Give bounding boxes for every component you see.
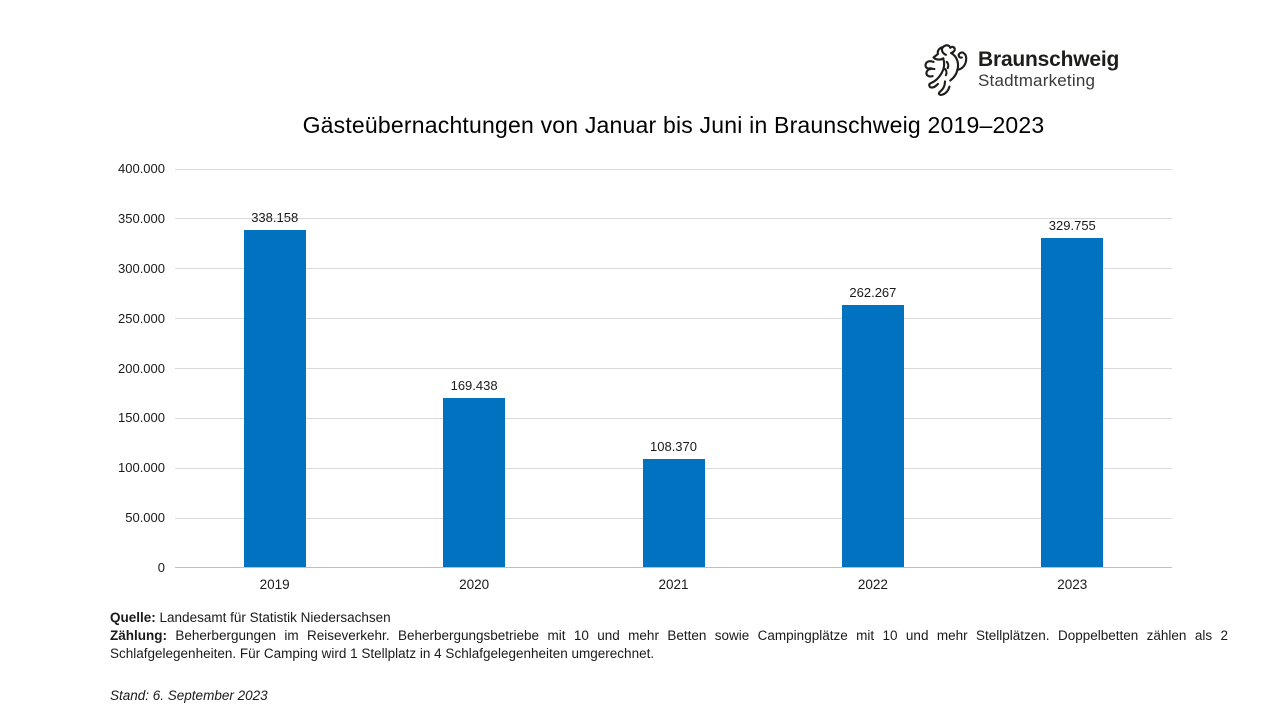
x-axis: 2019 2020 2021 2022 2023 — [175, 577, 1172, 597]
gridline — [175, 168, 1172, 170]
bar-value-label: 108.370 — [650, 438, 697, 454]
logo-text: Braunschweig Stadtmarketing — [978, 47, 1120, 90]
footer-notes: Quelle: Landesamt für Statistik Niedersa… — [110, 609, 1228, 663]
bar-value-label: 169.438 — [450, 378, 498, 393]
y-tick-label: 100.000 — [118, 460, 165, 476]
y-tick-label: 400.000 — [118, 161, 165, 176]
gridline — [175, 368, 1172, 369]
bar-2021 — [642, 458, 705, 567]
logo-subtitle: Stadtmarketing — [978, 70, 1096, 90]
y-tick-label: 350.000 — [118, 210, 165, 226]
y-tick-label: 0 — [157, 560, 165, 575]
x-tick-label: 2020 — [459, 577, 490, 592]
y-tick-label: 300.000 — [118, 260, 165, 276]
gridline — [175, 417, 1172, 419]
braunschweig-lion-icon — [924, 44, 968, 96]
chart-title: Gästeübernachtungen von Januar bis Juni … — [302, 112, 1045, 138]
y-tick-label: 150.000 — [118, 410, 165, 426]
logo: Braunschweig Stadtmarketing — [922, 42, 1119, 96]
counting-text: Beherbergungen im Reiseverkehr. Beherber… — [110, 628, 1228, 661]
bar-value-label: 329.755 — [1048, 218, 1096, 234]
plot-area: 338.158 169.438 108.370 262.267 329.755 — [175, 168, 1172, 568]
bar-2022 — [841, 305, 904, 567]
bar-2023 — [1041, 238, 1104, 567]
bar-value-label: 338.158 — [251, 209, 299, 225]
bar-value-label: 262.267 — [849, 285, 897, 301]
x-tick-label: 2023 — [1057, 577, 1088, 592]
counting-label: Zählung: — [110, 628, 167, 643]
gridline — [175, 218, 1172, 220]
x-tick-label: 2022 — [857, 577, 888, 592]
y-axis: 0 50.000 100.000 150.000 200.000 250.000 300.0… — [60, 161, 165, 575]
y-tick-label: 50.000 — [125, 510, 165, 526]
gridline — [175, 318, 1172, 320]
stand-note: Stand: 6. September 2023 — [110, 688, 268, 703]
bar-2019 — [243, 229, 306, 567]
x-tick-label: 2019 — [259, 577, 290, 592]
x-tick-label: 2021 — [658, 577, 689, 592]
source-line: Quelle: Landesamt für Statistik Niedersa… — [110, 609, 1228, 627]
source-text: Landesamt für Statistik Niedersachsen — [159, 610, 391, 625]
counting-line: Zählung: Beherbergungen im Reiseverkehr.… — [110, 627, 1228, 663]
logo-name: Braunschweig — [978, 47, 1120, 71]
y-tick-label: 250.000 — [118, 310, 165, 326]
gridline — [175, 268, 1172, 270]
y-tick-label: 200.000 — [118, 360, 165, 376]
bar-2020 — [443, 398, 506, 567]
source-label: Quelle: — [110, 610, 156, 625]
